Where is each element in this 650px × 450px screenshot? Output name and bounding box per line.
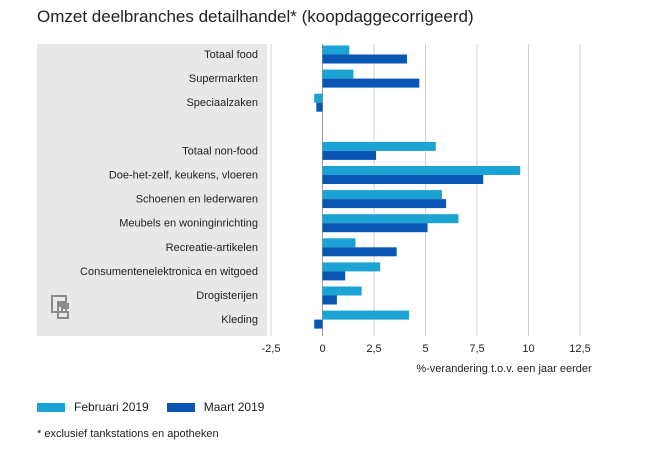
category-label: Totaal food [204, 49, 258, 61]
footnote: * exclusief tankstations en apotheken [37, 428, 219, 440]
grid-lines [270, 44, 581, 336]
bar-maart [322, 271, 346, 281]
bar-maart [322, 223, 428, 233]
x-tick-label: -2,5 [262, 343, 281, 355]
legend-swatch-maart [166, 402, 195, 412]
bar-februari [314, 93, 323, 103]
bar-maart [322, 295, 337, 305]
legend-item-februari: Februari 2019 [37, 400, 149, 414]
x-tick-label: 12,5 [569, 343, 590, 355]
category-label: Schoenen en lederwaren [136, 194, 258, 206]
bar-februari [322, 262, 381, 272]
bar-februari [322, 69, 354, 79]
bar-maart [322, 150, 377, 160]
category-label: Speciaalzaken [186, 97, 258, 109]
cbs-logo-icon [51, 295, 69, 319]
bar-februari [322, 166, 521, 175]
bar-februari [322, 141, 436, 151]
bar-februari [322, 310, 410, 320]
bar-maart [322, 247, 397, 257]
bar-maart [316, 102, 323, 112]
x-tick-label: 0 [319, 343, 325, 355]
bar-februari [322, 286, 362, 296]
x-tick-label: 2,5 [366, 343, 381, 355]
category-label: Recreatie-artikelen [166, 242, 258, 254]
category-labels: Totaal food Supermarkten Speciaalzaken Tota… [80, 49, 258, 326]
bar-maart [322, 199, 447, 209]
bar-februari [322, 238, 356, 248]
bar-maart [322, 175, 484, 184]
bar-februari [322, 214, 459, 224]
x-tick-label: 10 [522, 343, 534, 355]
category-label: Drogisterijen [196, 290, 258, 302]
x-tick-label: 7,5 [469, 343, 484, 355]
category-label: Consumentenelektronica en witgoed [80, 266, 258, 278]
bar-februari [322, 45, 350, 55]
bar-maart [314, 319, 323, 329]
bar-maart [322, 54, 407, 64]
bar-februari [322, 190, 442, 200]
bar-chart: Totaal food Supermarkten Speciaalzaken Tota… [37, 44, 592, 375]
bar-maart [322, 78, 420, 88]
x-tick-labels: -2,5 0 2,5 5 7,5 10 12,5 [262, 343, 591, 355]
x-axis-label: %-verandering t.o.v. een jaar eerder [416, 363, 592, 375]
category-label: Doe-het-zelf, keukens, vloeren [109, 170, 258, 182]
legend-swatch-februari [37, 402, 65, 412]
x-tick-label: 5 [422, 343, 428, 355]
label-panel-background [37, 44, 267, 336]
chart-title: Omzet deelbranches detailhandel* (koopda… [37, 7, 474, 26]
category-label: Supermarkten [189, 73, 258, 85]
category-label: Totaal non-food [182, 145, 258, 157]
category-label: Meubels en woninginrichting [119, 218, 258, 230]
bars [314, 45, 521, 329]
legend-item-maart: Maart 2019 [166, 400, 265, 414]
legend: Februari 2019 Maart 2019 [37, 400, 282, 414]
legend-label-februari: Februari 2019 [74, 400, 149, 414]
category-label: Kleding [221, 314, 258, 326]
legend-label-maart: Maart 2019 [203, 400, 265, 414]
